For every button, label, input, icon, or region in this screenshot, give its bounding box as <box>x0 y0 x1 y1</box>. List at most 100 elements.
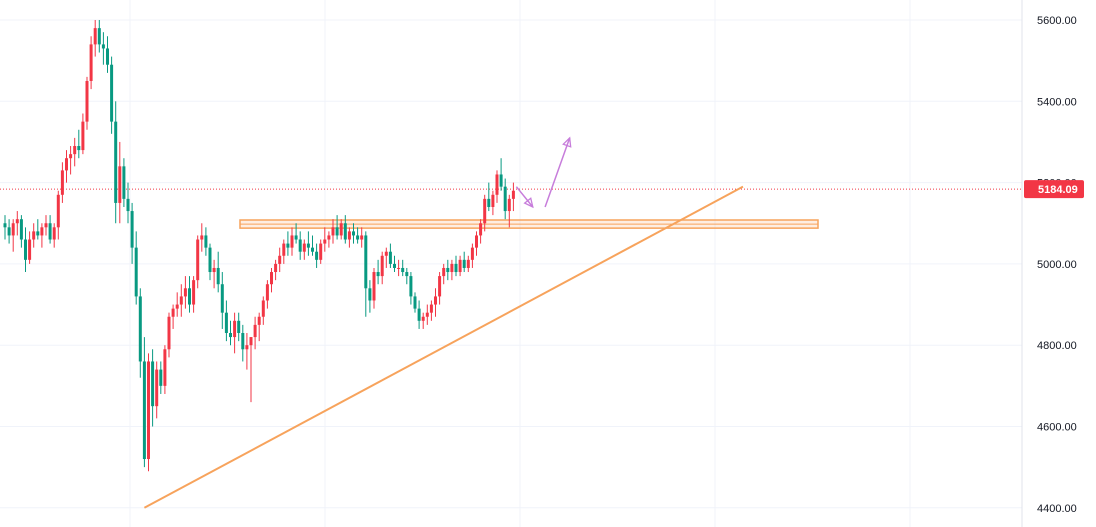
candle-body <box>36 231 40 236</box>
candle-body <box>28 239 32 260</box>
candle-body <box>183 288 187 297</box>
candle-body <box>315 251 319 260</box>
candle-body <box>253 324 257 338</box>
candle-body <box>507 198 511 212</box>
candle-body <box>278 255 282 264</box>
candle-body <box>126 198 130 212</box>
candle-body <box>241 333 245 350</box>
candle-body <box>52 227 56 240</box>
candle-body <box>142 361 146 460</box>
candle-body <box>261 300 265 317</box>
candle-body <box>372 272 376 301</box>
candle-body <box>245 345 249 350</box>
candle-body <box>434 296 437 305</box>
candle-body <box>429 304 433 313</box>
candle-body <box>393 263 396 268</box>
candle-body <box>114 121 118 203</box>
candle-body <box>19 219 23 240</box>
candle-body <box>224 312 228 334</box>
candle-body <box>110 64 114 122</box>
candle-body <box>401 267 405 273</box>
candle-body <box>200 235 204 240</box>
candle-body <box>7 227 11 236</box>
candle-body <box>118 166 122 203</box>
candle-body <box>331 227 335 236</box>
candle-body <box>40 227 44 236</box>
candle-body <box>376 272 380 277</box>
candle-body <box>60 170 64 195</box>
candle-body <box>425 312 429 317</box>
candle-body <box>81 121 85 151</box>
candle-body <box>479 223 483 236</box>
candle-body <box>409 276 413 297</box>
candle-body <box>11 223 15 236</box>
candle-body <box>73 146 77 155</box>
candle-body <box>503 186 507 212</box>
candle-body <box>335 227 339 236</box>
candle-body <box>343 223 347 240</box>
price-axis-label: 5000.00 <box>1037 259 1077 271</box>
candle-body <box>188 288 191 305</box>
candle-body <box>302 243 306 252</box>
candle-body <box>220 284 224 313</box>
candle-body <box>265 284 269 301</box>
candle-body <box>380 255 384 277</box>
candle-body <box>454 263 458 273</box>
candle-body <box>491 194 495 207</box>
candle-body <box>282 243 286 256</box>
ascending-trendline <box>143 185 744 509</box>
price-axis-label: 5400.00 <box>1037 96 1077 108</box>
candle-body <box>442 267 446 277</box>
candle-body <box>93 28 97 45</box>
candle-body <box>306 243 310 248</box>
candles <box>3 20 515 472</box>
candle-body <box>405 272 409 277</box>
candle-body <box>171 308 175 317</box>
price-axis-label: 4600.00 <box>1037 422 1077 434</box>
candle-body <box>257 316 261 325</box>
candle-body <box>417 308 421 321</box>
projection-arrow-down <box>515 186 534 208</box>
candle-body <box>233 320 237 338</box>
candle-body <box>446 267 450 273</box>
candle-body <box>212 267 216 273</box>
candle-body <box>368 288 372 301</box>
price-axis-label: 5600.00 <box>1037 15 1077 27</box>
candle-body <box>413 296 417 309</box>
candle-body <box>77 146 81 151</box>
candle-body <box>97 28 101 45</box>
candle-body <box>388 251 392 264</box>
candle-body <box>32 231 36 240</box>
candle-body <box>311 247 314 252</box>
candle-body <box>327 235 331 240</box>
price-axis: 5600.005400.005200.005000.004800.004600.… <box>1037 15 1077 515</box>
candle-body <box>274 263 278 273</box>
candle-body <box>3 223 7 228</box>
candle-body <box>151 361 155 407</box>
candle-body <box>106 48 109 65</box>
candle-body <box>122 166 126 199</box>
candle-body <box>495 174 499 195</box>
candle-body <box>511 190 515 199</box>
candle-body <box>147 361 150 460</box>
candle-body <box>466 259 470 268</box>
price-axis-label: 4800.00 <box>1037 340 1077 352</box>
candle-body <box>134 247 138 297</box>
candle-body <box>44 223 48 228</box>
candle-body <box>360 235 364 240</box>
candle-body <box>69 154 73 159</box>
candle-body <box>483 198 487 224</box>
candle-body <box>323 239 327 244</box>
candle-body <box>159 369 163 386</box>
projection-arrow-up-head <box>562 136 572 148</box>
candle-body <box>24 239 27 260</box>
candle-body <box>352 231 355 236</box>
current-price-badge-bg <box>1024 180 1084 199</box>
candle-body <box>286 243 290 248</box>
candle-body <box>138 296 142 362</box>
candle-body <box>229 333 232 338</box>
candle-body <box>163 349 167 386</box>
candle-body <box>130 211 134 248</box>
